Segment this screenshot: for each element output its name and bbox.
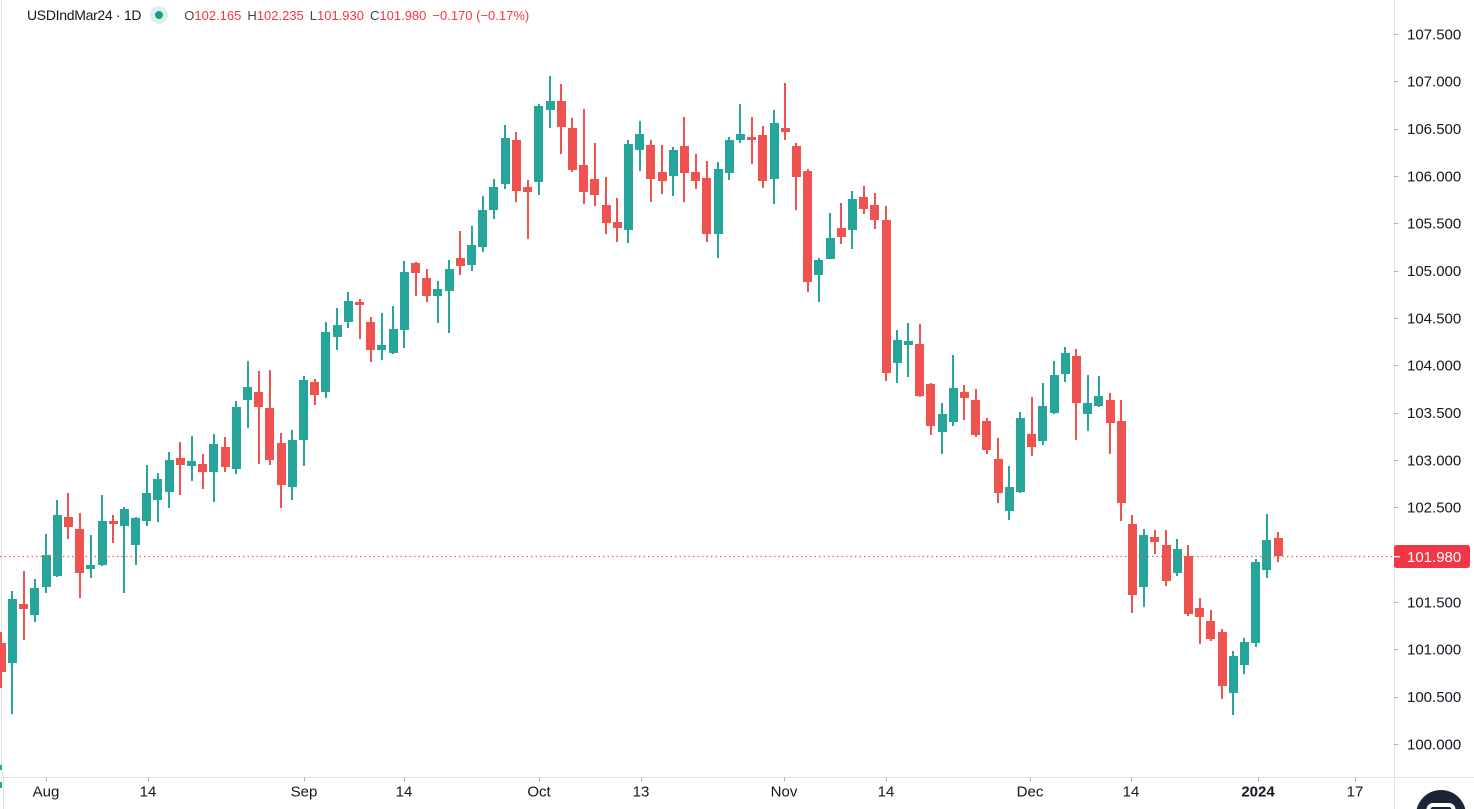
svg-text:103.000: 103.000 [1407,452,1461,469]
svg-text:Aug: Aug [33,784,60,801]
svg-text:2024: 2024 [1241,784,1275,801]
svg-text:Nov: Nov [771,784,798,801]
svg-text:14: 14 [1123,784,1140,801]
svg-text:105.500: 105.500 [1407,216,1461,233]
svg-text:13: 13 [633,784,650,801]
svg-text:100.500: 100.500 [1407,689,1461,706]
svg-text:100.000: 100.000 [1407,736,1461,753]
svg-text:106.000: 106.000 [1407,168,1461,185]
svg-text:Sep: Sep [291,784,318,801]
svg-text:103.500: 103.500 [1407,405,1461,422]
svg-text:102.500: 102.500 [1407,500,1461,517]
svg-text:106.500: 106.500 [1407,121,1461,138]
svg-text:Dec: Dec [1017,784,1044,801]
svg-text:101.500: 101.500 [1407,594,1461,611]
svg-text:14: 14 [396,784,413,801]
svg-text:14: 14 [878,784,895,801]
svg-text:107.000: 107.000 [1407,74,1461,91]
svg-text:104.500: 104.500 [1407,310,1461,327]
svg-text:105.000: 105.000 [1407,263,1461,280]
svg-text:14: 14 [140,784,157,801]
svg-text:101.000: 101.000 [1407,642,1461,659]
svg-text:107.500: 107.500 [1407,26,1461,43]
svg-text:17: 17 [1347,784,1364,801]
svg-text:Oct: Oct [527,784,551,801]
svg-text:104.000: 104.000 [1407,358,1461,375]
svg-text:101.980: 101.980 [1407,549,1461,566]
